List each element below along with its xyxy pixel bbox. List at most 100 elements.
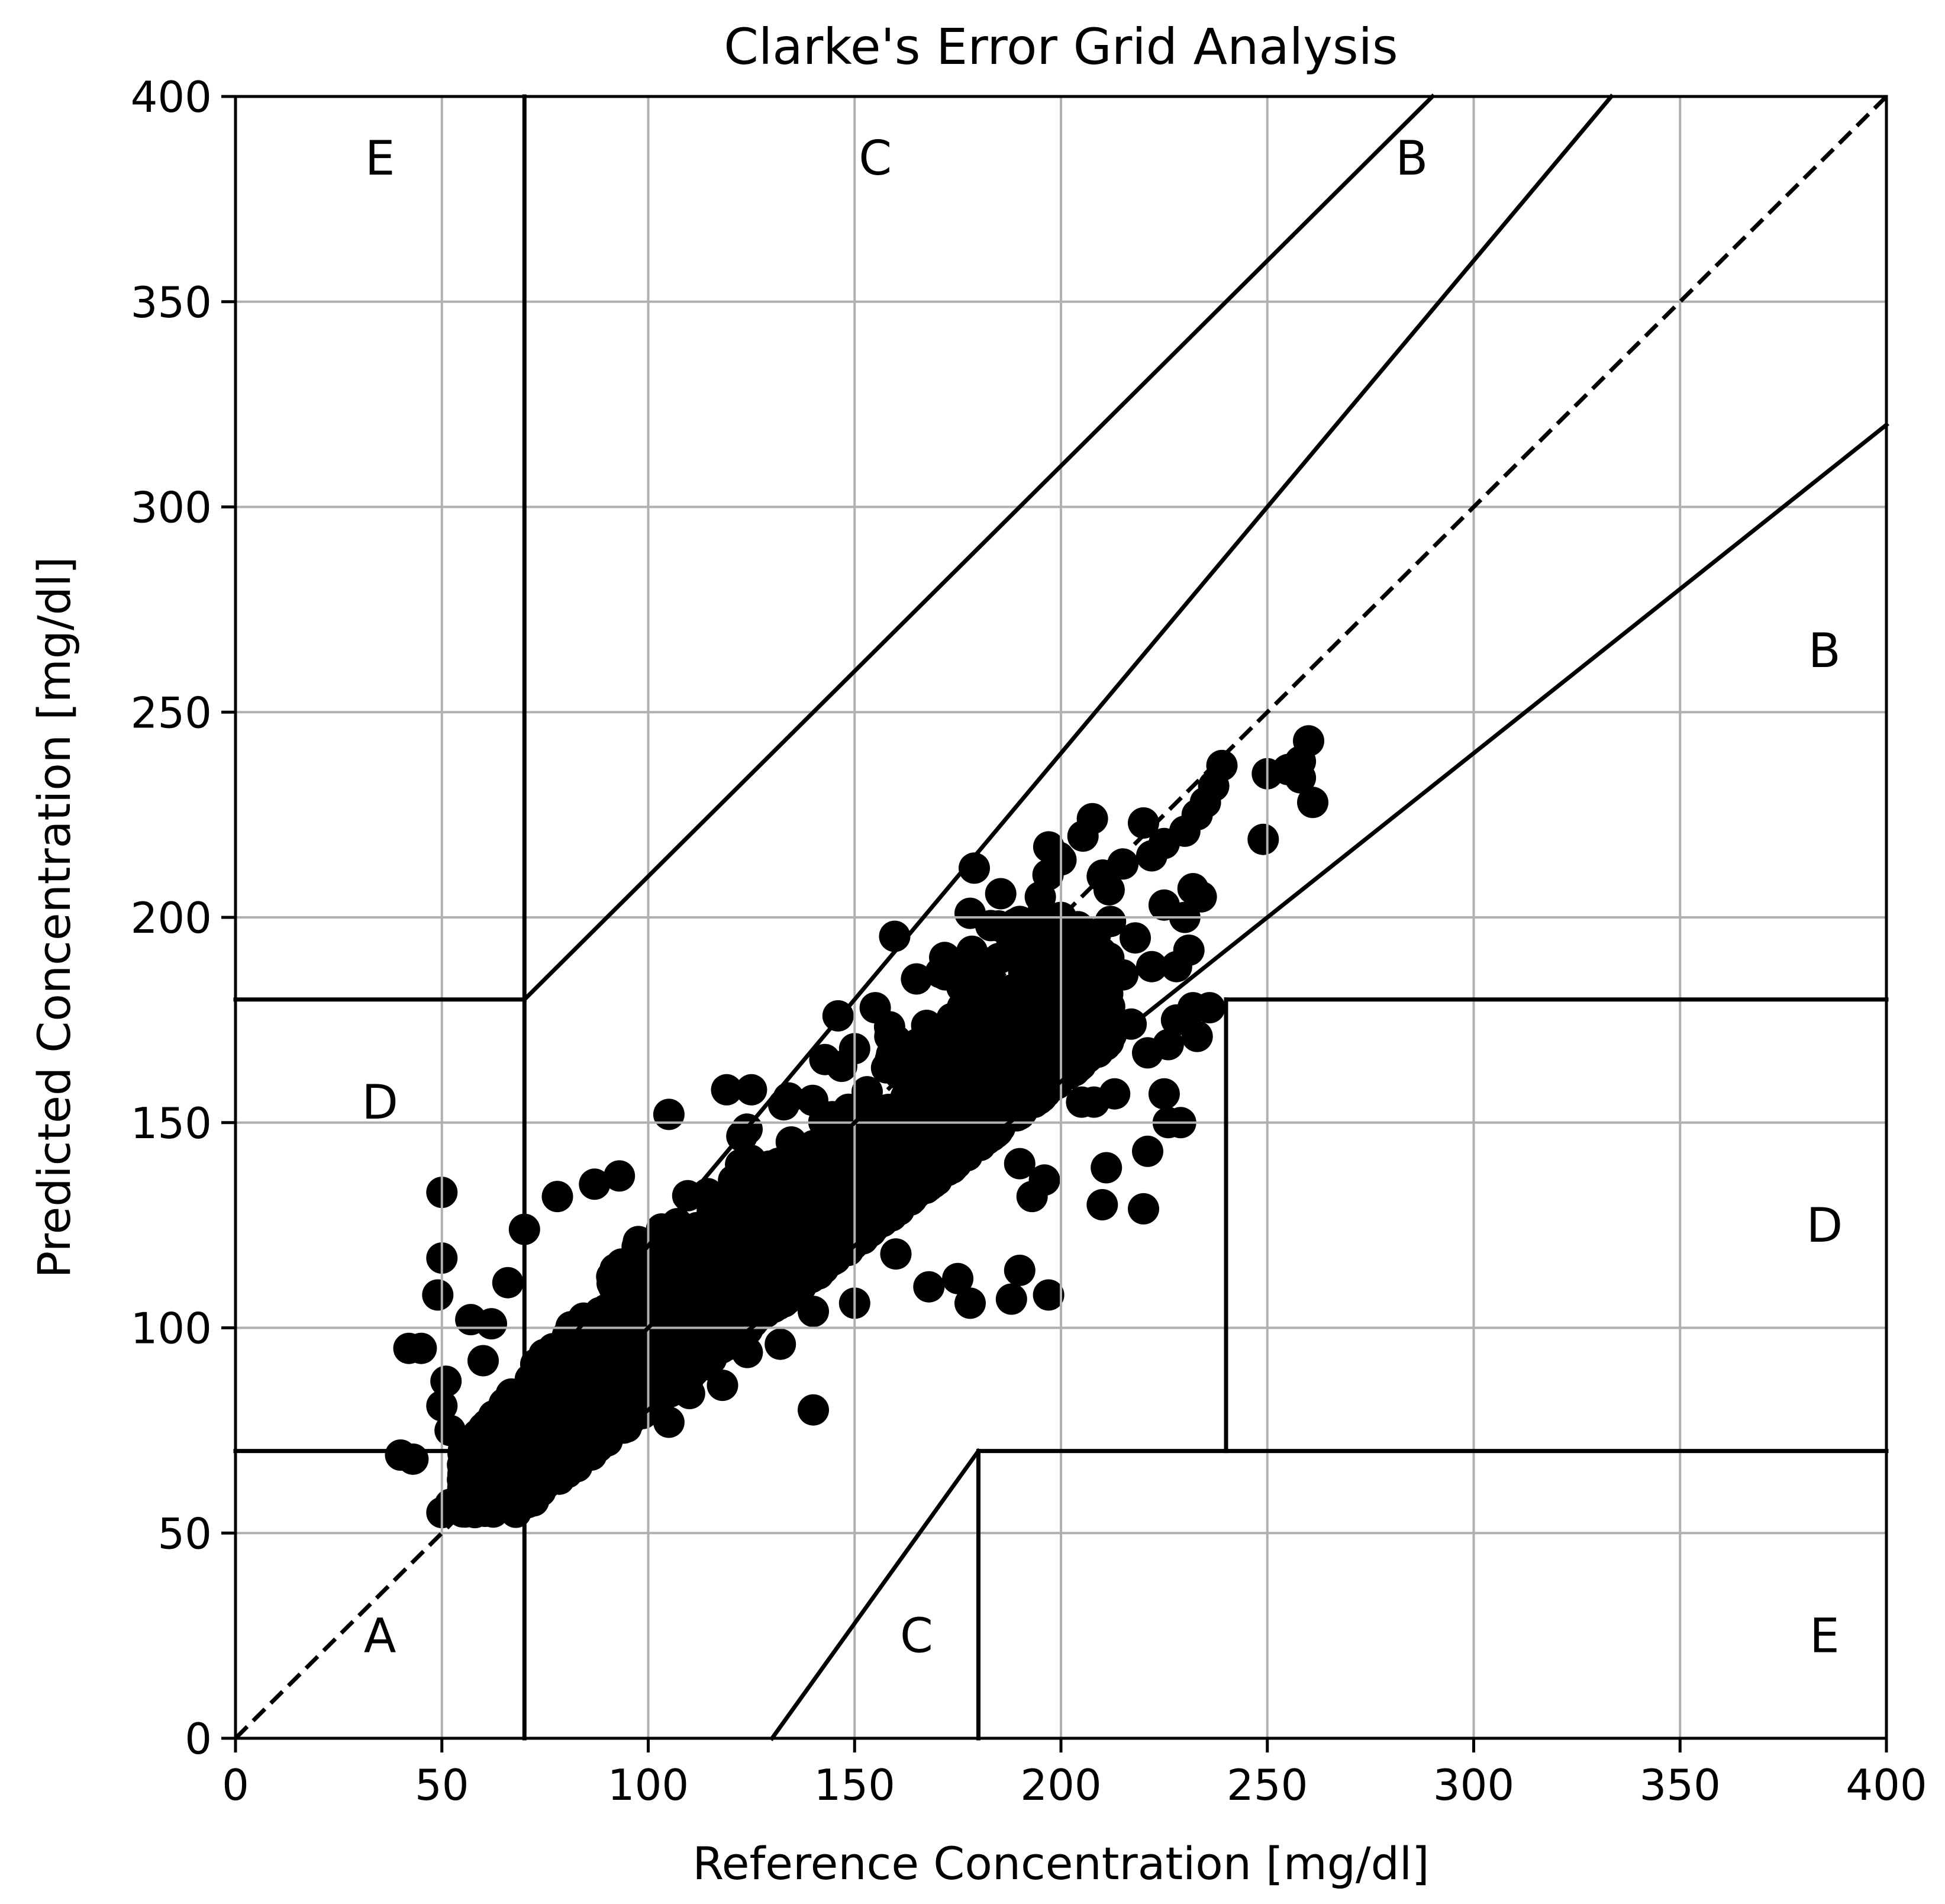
y-tick-label: 50 (157, 1509, 212, 1558)
data-point (488, 1438, 520, 1470)
data-point (752, 1177, 784, 1209)
data-point (1004, 1025, 1036, 1056)
data-point (1107, 959, 1139, 991)
data-point (1024, 881, 1056, 913)
y-tick-label: 200 (131, 893, 212, 943)
data-point (570, 1362, 602, 1394)
data-point (942, 1262, 974, 1294)
data-point (844, 1165, 876, 1197)
y-tick-label: 400 (131, 72, 212, 122)
x-tick-label: 400 (1846, 1760, 1927, 1810)
data-point (1066, 914, 1098, 946)
data-point (775, 1229, 807, 1261)
data-point (541, 1181, 573, 1213)
data-point (995, 922, 1027, 954)
data-point (653, 1406, 685, 1438)
data-point (877, 1104, 909, 1136)
data-point (795, 1259, 827, 1291)
zone-label-a: A (364, 1609, 396, 1664)
y-tick-label: 0 (185, 1714, 212, 1764)
zone-label-d: D (1807, 1198, 1843, 1253)
data-point (1160, 1004, 1192, 1036)
data-point (430, 1365, 462, 1397)
data-point (814, 1210, 846, 1242)
data-point (1004, 1148, 1036, 1180)
data-point (1037, 975, 1069, 1007)
x-tick-label: 250 (1227, 1760, 1308, 1810)
data-point (733, 1157, 765, 1189)
data-point (814, 1176, 846, 1208)
data-point (1132, 1135, 1163, 1167)
data-point (599, 1327, 631, 1359)
data-point (405, 1332, 437, 1364)
y-tick-label: 100 (131, 1304, 212, 1354)
data-point (651, 1225, 683, 1257)
data-point (1091, 1152, 1123, 1184)
x-axis-label: Reference Concentration [mg/dl] (692, 1837, 1429, 1890)
data-point (529, 1451, 561, 1483)
data-point (859, 992, 891, 1024)
data-point (741, 1253, 773, 1285)
data-point (901, 963, 933, 995)
data-point (985, 878, 1017, 910)
data-point (502, 1397, 534, 1429)
data-point (1086, 1189, 1118, 1220)
data-point (1136, 951, 1167, 982)
data-point (476, 1308, 507, 1340)
data-point (672, 1289, 704, 1321)
data-point (1095, 906, 1127, 937)
zone-label-b: B (1395, 131, 1428, 186)
data-point (1076, 803, 1108, 835)
x-tick-label: 350 (1640, 1760, 1721, 1810)
data-point (711, 1074, 743, 1106)
data-point (947, 1138, 979, 1170)
data-point (798, 1296, 829, 1328)
data-point (1053, 942, 1085, 974)
zone-boundary-line (473, 94, 1614, 1454)
data-point (673, 1378, 705, 1409)
data-point (1177, 873, 1209, 904)
data-point (954, 1287, 986, 1319)
data-point (933, 1069, 965, 1101)
data-point (422, 1279, 454, 1311)
data-point (997, 981, 1029, 1013)
data-point (704, 1188, 736, 1220)
x-tick-label: 100 (608, 1760, 689, 1810)
data-point (956, 935, 988, 967)
x-tick-label: 300 (1433, 1760, 1514, 1810)
data-point (434, 1415, 466, 1446)
zone-boundaries (233, 94, 1889, 1741)
data-point (648, 1332, 680, 1364)
y-axis-ticks: 0 50 100 150 200 250 300 350 400 (131, 72, 236, 1764)
data-point (451, 1451, 483, 1483)
data-point (537, 1333, 569, 1365)
x-axis-ticks: 0 50 100 150 200 250 300 350 400 (222, 1738, 1927, 1810)
data-point (533, 1396, 565, 1428)
data-point (959, 852, 990, 884)
data-point (895, 1064, 927, 1095)
x-tick-label: 200 (1020, 1760, 1101, 1810)
data-point (872, 1150, 904, 1182)
data-point (1132, 1037, 1163, 1069)
data-point (1033, 1279, 1065, 1311)
data-point (702, 1285, 734, 1316)
data-point (995, 1283, 1027, 1315)
data-point (1128, 807, 1159, 839)
data-point (492, 1267, 524, 1299)
y-tick-label: 250 (131, 688, 212, 737)
data-point (1120, 922, 1151, 954)
y-axis-label: Predicted Concentration [mg/dl] (28, 556, 80, 1278)
data-point (467, 1345, 499, 1377)
data-point (731, 1336, 763, 1368)
data-point (1293, 725, 1324, 757)
data-point (1148, 889, 1180, 921)
data-point (765, 1328, 796, 1360)
data-point (963, 1000, 994, 1032)
data-point (1206, 749, 1238, 781)
zone-label-e: E (1809, 1609, 1840, 1664)
data-point (798, 1394, 829, 1426)
data-point (1074, 1029, 1106, 1061)
data-point (773, 1082, 805, 1114)
zone-boundary-line (521, 94, 1436, 1003)
